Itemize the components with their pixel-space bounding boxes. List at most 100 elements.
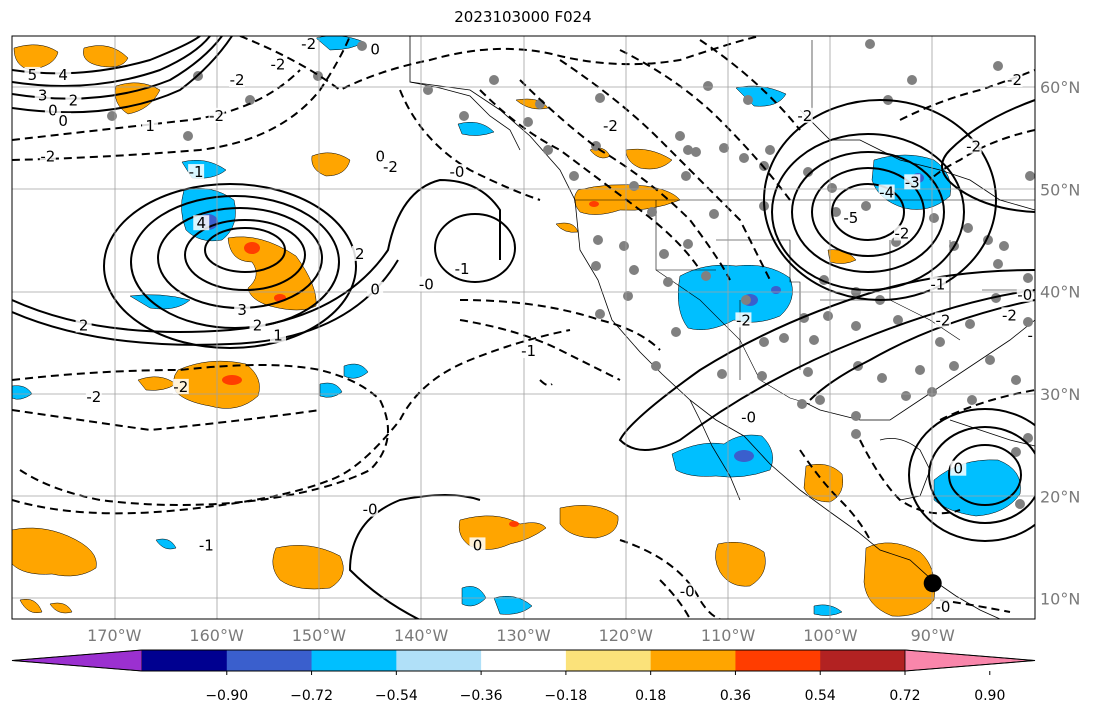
contour-label-background [1027, 327, 1035, 343]
colorbar-segment [735, 650, 821, 671]
colorbar-segment [396, 650, 482, 671]
colorbar-tick-labels: −0.90 −0.72 −0.54 −0.36 −0.18 0.18 0.36 0.54 0.7… [205, 671, 1005, 704]
contour-label-background [75, 317, 92, 333]
lat-tick-label: 10°N [1040, 590, 1080, 609]
contour-label: -0 [419, 276, 434, 294]
colorbar-tick-label: −0.54 [375, 688, 418, 704]
colorbar-tick-label: −0.18 [544, 688, 587, 704]
contour-label: -2 [40, 148, 55, 166]
colorbar-extend-low [11, 649, 143, 672]
colorbar-outline [11, 649, 1036, 672]
contour-label: -2 [383, 158, 398, 176]
contour-label-background [1006, 72, 1023, 88]
contour-label: -5 [843, 209, 858, 227]
lat-tick-label: 40°N [1040, 283, 1080, 302]
colorbar-segment [820, 650, 906, 671]
contour-label-background [842, 210, 859, 226]
contour-label-background [85, 389, 102, 405]
contour-label-background [735, 312, 752, 328]
contour-label-background [55, 66, 72, 82]
contour-label: -0 [1017, 286, 1032, 304]
contour-label: 0 [376, 148, 386, 166]
contour-label: 1 [145, 117, 155, 135]
lon-tick-label: 140°W [394, 626, 449, 645]
contour-label-background [367, 41, 384, 57]
contour-label-background [39, 148, 56, 164]
contour-label: 2 [355, 245, 365, 263]
contour-label: 2 [253, 317, 263, 335]
lat-tick-label: 20°N [1040, 487, 1080, 506]
contour-label-background [418, 276, 435, 292]
contour-label: -1 [521, 342, 536, 360]
contour-label-background [520, 343, 537, 359]
lon-tick-label: 90°W [911, 626, 955, 645]
contour-label-background [1001, 307, 1018, 323]
contour-label-background [269, 56, 286, 72]
contour-label-background [229, 72, 246, 88]
contour-label-background [24, 66, 41, 82]
contour-label-background [188, 164, 205, 180]
colorbar-segment [565, 650, 652, 671]
contour-label-background [234, 302, 251, 318]
colorbar-segment [142, 650, 228, 671]
contour-label-background [198, 537, 215, 553]
contour-label-background [934, 598, 951, 614]
contour-label: -2 [895, 224, 910, 242]
storm-position-marker [923, 574, 942, 593]
contour-label: -2 [935, 311, 950, 329]
contour-label: 0 [954, 460, 964, 478]
colorbar-segment [226, 650, 313, 671]
longitude-tick-labels: 170°W 160°W 150°W 140°W 130°W 120°W 110°W 100°W… [87, 626, 955, 645]
contour-label-background [965, 138, 982, 154]
contour-label: 0 [473, 536, 483, 554]
lon-tick-label: 120°W [599, 626, 654, 645]
contour-label-background [367, 281, 384, 297]
contour-label: -3 [905, 173, 920, 191]
contour-label: -0 [741, 409, 756, 427]
colorbar [11, 649, 1036, 672]
contour-label: 5 [28, 66, 38, 84]
map-frame [11, 35, 1036, 620]
contour-labels: 5 43 200 1-2-2-2-2-10-20-24321202-1-0-0-2-1… [24, 36, 1035, 616]
colorbar-tick-label: 0.54 [805, 688, 836, 704]
contour-label: 2 [69, 91, 79, 109]
colorbar-tick-label: 0.18 [635, 688, 666, 704]
contour-label-background [878, 184, 895, 200]
contour-label: 1 [273, 327, 283, 345]
contour-label: -2 [230, 71, 245, 89]
contour-label-background [929, 276, 946, 292]
colorbar-tick-label: 0.36 [720, 688, 751, 704]
contour-label-background [55, 112, 72, 128]
contour-label: 0 [370, 40, 380, 58]
contour-label: -2 [1002, 306, 1017, 324]
contour-label: -1 [455, 260, 470, 278]
colorbar-segment [481, 650, 567, 671]
lon-tick-label: 170°W [87, 626, 142, 645]
contour-label: -2 [1007, 71, 1022, 89]
contour-label-background [142, 118, 159, 134]
colorbar-segment [311, 650, 397, 671]
colorbar-segment [650, 650, 736, 671]
contour-label: -2 [270, 56, 285, 74]
lon-tick-label: 150°W [292, 626, 347, 645]
contour-label-background [65, 92, 82, 108]
contours-dashed [12, 36, 1035, 619]
contour-label: 3 [38, 86, 48, 104]
contour-label: 2 [79, 317, 89, 335]
colorbar-tick-label: 0.90 [974, 688, 1005, 704]
contour-label: -1 [189, 163, 204, 181]
contour-label: 0 [48, 102, 58, 120]
contour-label-background [796, 107, 813, 123]
lat-tick-label: 30°N [1040, 385, 1080, 404]
contour-label-background [679, 583, 696, 599]
contour-label-background [449, 164, 466, 180]
contour-label-background [894, 225, 911, 241]
contour-label-background [904, 174, 921, 190]
contour-label: -2 [603, 117, 618, 135]
contour-label: -2 [173, 378, 188, 396]
contour-label-background [172, 378, 189, 394]
lon-tick-label: 110°W [701, 626, 756, 645]
lon-tick-label: 100°W [803, 626, 858, 645]
colorbar-extend-high [904, 649, 1036, 672]
lon-tick-label: 160°W [189, 626, 244, 645]
